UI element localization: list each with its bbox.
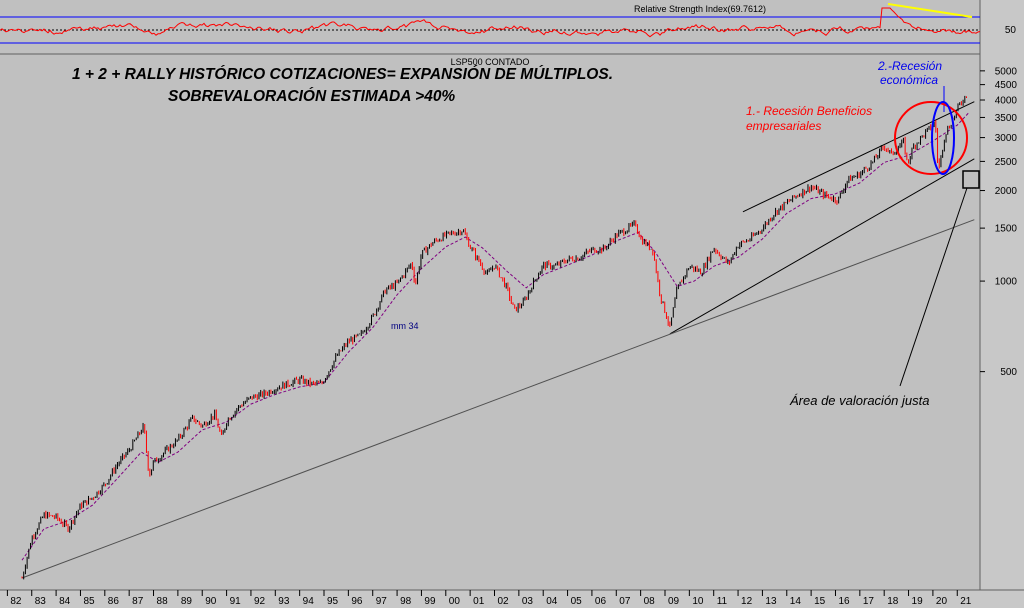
moving-average-label: mm 34 [391,321,419,331]
x-tick-label: 89 [181,596,193,607]
recession-ellipse [931,101,955,175]
x-tick-label: 91 [230,596,242,607]
rsi-label: Relative Strength Index(69.7612) [634,4,766,14]
rsi-tick-50: 50 [1005,25,1017,36]
x-tick-label: 04 [546,596,558,607]
fair-value-pointer [899,187,968,387]
trend-line [742,101,975,213]
x-tick-label: 82 [10,596,22,607]
x-tick-label: 05 [571,596,583,607]
y-tick-label: 2000 [995,186,1018,197]
y-tick-label: 2500 [995,157,1018,168]
x-tick-label: 18 [887,596,899,607]
x-tick-label: 85 [83,596,95,607]
x-tick-label: 98 [400,596,412,607]
annotation-recesion-economica-1: 2.-Recesión [877,59,942,73]
trend-line [669,158,975,335]
price-bars [21,95,968,580]
annotation-recesion-beneficios-2: empresariales [746,119,821,133]
recession-circle [894,101,968,175]
x-tick-label: 87 [132,596,144,607]
x-tick-label: 06 [595,596,607,607]
annotation-valoracion-justa: Área de valoración justa [789,393,929,408]
y-tick-label: 3000 [995,133,1018,144]
y-tick-label: 5000 [995,66,1018,77]
x-tick-label: 95 [327,596,339,607]
x-tick-label: 96 [351,596,363,607]
x-axis-area [0,590,1024,608]
chart-title-line-1: 1 + 2 + RALLY HISTÓRICO COTIZACIONES= EX… [72,65,613,83]
trend-line [21,219,975,579]
moving-average-line [21,111,970,561]
x-tick-label: 16 [838,596,850,607]
x-tick-label: 02 [498,596,510,607]
x-tick-label: 14 [790,596,802,607]
x-tick-label: 88 [157,596,169,607]
trend-lines [21,101,975,579]
x-tick-label: 20 [936,596,948,607]
annotation-recesion-economica-2: económica [880,73,938,87]
y-tick-label: 4000 [995,96,1018,107]
x-tick-label: 99 [424,596,436,607]
x-tick-label: 07 [619,596,631,607]
rsi-panel: Relative Strength Index(69.7612) 50 [0,3,1017,55]
y-axis-area [980,0,1024,608]
instrument-label: LSP500 CONTADO [451,57,530,67]
x-tick-label: 12 [741,596,753,607]
x-tick-label: 03 [522,596,534,607]
x-tick-label: 94 [303,596,315,607]
x-tick-label: 13 [765,596,777,607]
y-tick-label: 1000 [995,277,1018,288]
chart-title-line-2: SOBREVALORACIÓN ESTIMADA >40% [168,87,455,105]
x-tick-label: 08 [644,596,656,607]
x-tick-label: 19 [912,596,924,607]
x-axis-ticks: 82 83 84 85 86 87 88 89 90 91 92 93 94 95 96 97 98 99 00 01… [6,590,972,607]
x-tick-label: 10 [692,596,704,607]
x-tick-label: 15 [814,596,826,607]
y-tick-label: 1500 [995,224,1018,235]
x-tick-label: 09 [668,596,680,607]
x-tick-label: 00 [449,596,461,607]
x-tick-label: 97 [376,596,388,607]
annotation-recesion-beneficios-1: 1.- Recesión Beneficios [746,104,872,118]
x-tick-label: 83 [35,596,47,607]
price-panel: 500045004000350030002500200015001000500 … [6,57,1017,607]
x-tick-label: 86 [108,596,120,607]
y-axis-ticks: 5000 4500 4000 3500 3000 2500 2000 1500 1000 500 [980,66,1017,378]
x-tick-label: 21 [960,596,972,607]
rsi-line [0,7,981,38]
y-tick-label: 3500 [995,113,1018,124]
x-tick-label: 92 [254,596,266,607]
fair-value-box [962,170,980,189]
y-tick-label: 500 [1000,367,1017,378]
x-tick-label: 84 [59,596,71,607]
x-tick-label: 17 [863,596,875,607]
x-tick-label: 90 [205,596,217,607]
y-tick-label: 4500 [995,80,1018,91]
x-tick-label: 01 [473,596,485,607]
x-tick-label: 11 [717,596,728,607]
rsi-divergence-line [887,3,973,18]
x-tick-label: 93 [278,596,290,607]
